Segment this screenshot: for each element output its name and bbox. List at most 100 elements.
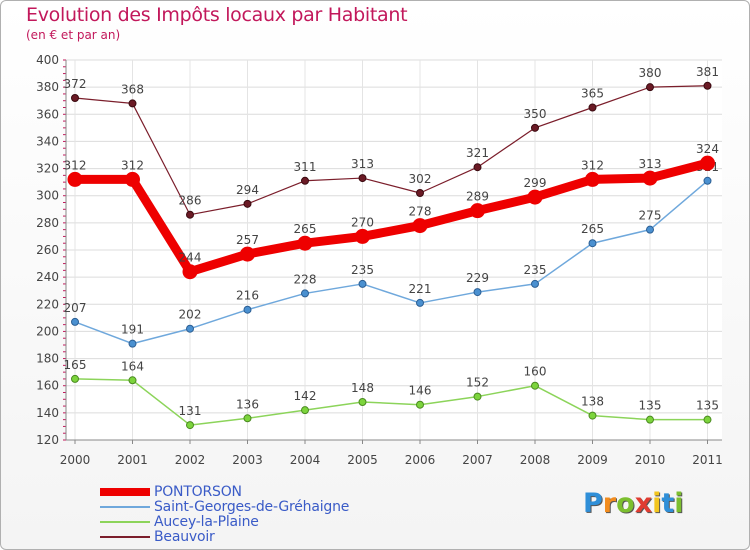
data-label: 191 [121, 323, 144, 337]
series-pontorson: 312 312 244 257 265 270 278 289 299 312 313 324 [64, 142, 719, 280]
data-label: 235 [351, 263, 374, 277]
data-point [358, 279, 367, 288]
y-tick-label: 320 [36, 162, 59, 176]
data-point [71, 317, 79, 326]
data-label: 278 [409, 205, 432, 219]
data-point [355, 228, 370, 244]
data-label: 313 [639, 157, 662, 171]
data-point [186, 210, 194, 219]
data-point [703, 415, 712, 424]
data-label: 286 [179, 194, 202, 208]
legend-label: Aucey-la-Plaine [154, 513, 259, 530]
legend-swatch [100, 535, 150, 538]
data-point [527, 189, 543, 205]
x-tick-label: 2008 [520, 453, 551, 467]
data-point [297, 235, 313, 251]
data-point [243, 199, 252, 208]
series-saint-georges-de-gr-haigne: 207 191 202 216 228 235 221 229 235 265 275 311 [64, 160, 719, 348]
data-label: 302 [409, 172, 432, 186]
data-point [182, 264, 198, 280]
chart-legend: PONTORSON Saint-Georges-de-Gréhaigne Aucey… [100, 483, 350, 545]
data-point [128, 99, 137, 108]
data-label: 160 [524, 365, 547, 379]
legend-label: Beauvoir [154, 528, 215, 545]
data-label: 372 [64, 77, 87, 91]
data-label: 136 [236, 397, 259, 411]
data-label: 381 [696, 65, 719, 79]
data-point [412, 218, 428, 234]
data-point [301, 289, 309, 298]
series-line [70, 158, 712, 277]
data-point [588, 103, 597, 112]
y-tick-label: 300 [36, 189, 59, 203]
data-label: 312 [121, 158, 144, 172]
data-label: 138 [581, 395, 604, 409]
legend-item: Saint-Georges-de-Gréhaigne [100, 498, 350, 515]
series-line [74, 378, 709, 426]
data-label: 368 [121, 82, 144, 96]
y-tick-label: 400 [36, 53, 59, 67]
x-tick-label: 2005 [347, 453, 378, 467]
chart-subtitle: (en € et par an) [26, 28, 121, 42]
x-tick-label: 2007 [462, 453, 493, 467]
data-label: 152 [466, 376, 489, 390]
x-tick-label: 2009 [577, 453, 608, 467]
y-tick-label: 340 [36, 134, 59, 148]
data-label: 312 [581, 158, 604, 172]
logo-letter: r [602, 488, 617, 519]
data-point [416, 400, 424, 409]
data-label: 289 [466, 190, 489, 204]
data-point [71, 94, 79, 102]
x-tick-label: 2004 [290, 453, 321, 467]
data-point [642, 170, 658, 186]
data-label: 148 [351, 381, 374, 395]
data-label: 131 [179, 404, 202, 418]
data-point [473, 392, 482, 401]
data-label: 229 [466, 271, 489, 285]
legend-label: PONTORSON [154, 483, 242, 500]
logo-letter: i [652, 488, 662, 519]
data-point [186, 421, 194, 430]
y-tick-label: 360 [36, 107, 59, 121]
data-label: 265 [581, 222, 604, 236]
data-point [358, 398, 367, 406]
data-label: 216 [236, 289, 259, 303]
data-label: 146 [409, 384, 432, 398]
y-tick-label: 280 [36, 216, 59, 230]
x-tick-label: 2006 [405, 453, 436, 467]
data-point [240, 246, 255, 262]
legend-label: Saint-Georges-de-Gréhaigne [154, 498, 350, 515]
legend-item: PONTORSON [100, 483, 349, 500]
data-point [243, 305, 252, 314]
data-label: 275 [639, 209, 662, 223]
data-point [531, 123, 539, 132]
data-point [646, 83, 654, 92]
data-point [473, 288, 482, 297]
legend-swatch [100, 487, 150, 496]
data-point [71, 374, 79, 383]
series-line [74, 85, 709, 216]
data-point [703, 176, 712, 185]
data-label: 321 [466, 146, 489, 160]
data-label: 265 [294, 222, 317, 236]
data-label: 207 [64, 301, 87, 315]
y-tick-label: 200 [36, 324, 59, 338]
series-beauvoir: 372 368 286 294 311 313 302 321 350 365 380 381 [64, 65, 719, 219]
proxiti-logo[interactable]: Proxiti [583, 488, 684, 519]
data-label: 324 [696, 142, 719, 156]
data-label: 299 [524, 176, 547, 190]
series-line [74, 180, 709, 345]
data-point [186, 324, 194, 333]
y-tick-label: 180 [36, 352, 59, 366]
data-point [67, 171, 83, 187]
y-tick-label: 240 [36, 270, 59, 284]
series-aucey-la-plaine: 165 164 131 136 142 148 146 152 160 138 135 135 [64, 358, 719, 430]
x-tick-label: 2002 [175, 453, 206, 467]
data-point [470, 203, 485, 219]
data-label: 365 [581, 87, 604, 101]
x-tick-label: 2011 [692, 453, 723, 467]
data-label: 228 [294, 272, 317, 286]
x-tick-label: 2010 [635, 453, 666, 467]
data-label: 350 [524, 107, 547, 121]
legend-swatch [100, 520, 150, 523]
